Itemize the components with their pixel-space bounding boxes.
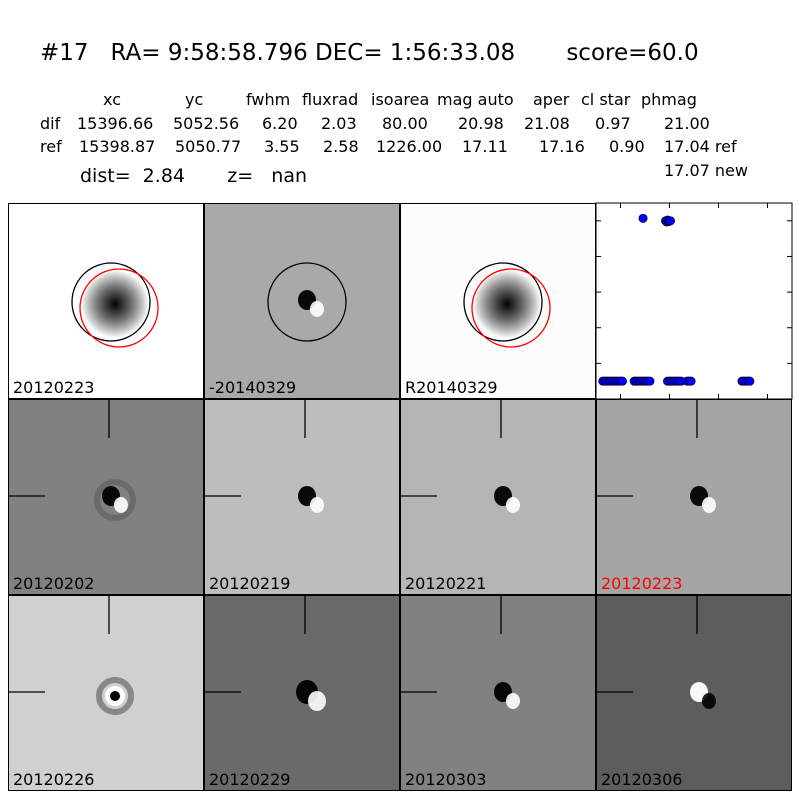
stamp-date-label: 20120223 [13,378,95,397]
stamp-panel: 20120202 [8,399,204,595]
plot-frame [595,202,793,400]
stamp-image [267,262,347,342]
aperture-circle-black [71,262,151,342]
ref-fluxrad: 2.58 [323,137,359,156]
stamp-image [463,262,551,348]
dist-line: dist= 2.84 z= nan [80,165,308,187]
dif-fluxrad: 2.03 [321,114,357,133]
stamp-date-label: R20140329 [405,378,498,397]
stamp-image [401,400,520,513]
ref-cl-star: 0.90 [609,137,645,156]
col-header-fwhm: fwhm [246,90,291,109]
data-point [665,216,675,226]
ref-aper: 17.16 [539,137,585,156]
stamp-panel: 20120219 [204,399,400,595]
row-label-dif: dif [40,114,61,133]
stamp-date-label: 20120221 [405,574,487,593]
stamp-date-label: 20120306 [601,770,683,789]
stamp-image [9,596,134,715]
dipole-positive [310,301,324,317]
stamp-image [9,400,136,521]
dipole-positive [506,693,520,709]
stamp-date-label: 20120223 [601,574,683,593]
dif-cl-star: 0.97 [595,114,631,133]
data-point [617,376,627,386]
dipole-positive [310,497,324,513]
stamp-grid: 212223242526-50050100 20120223 -20140329 R… [8,202,793,791]
data-point [745,376,755,386]
ref-fwhm: 3.55 [264,137,300,156]
col-header-mag-auto: mag auto [437,90,514,109]
dipole-positive [114,497,128,513]
dif-xc: 15396.66 [77,114,154,133]
stamp-panel: -20140329 [204,203,400,399]
aperture-circle-black [267,262,347,342]
ref-mag-auto: 17.11 [462,137,508,156]
aperture-circle-red [79,268,159,348]
dipole-positive [702,693,716,709]
star-ring [94,479,136,521]
page-title: #17 RA= 9:58:58.796 DEC= 1:56:33.08 scor… [40,40,699,66]
stamp-panel: 20120223 [8,203,204,399]
aperture-circle-red [471,268,551,348]
col-header-cl-star: cl star [581,90,631,109]
data-point [638,213,648,223]
aperture-circle-black [463,262,543,342]
data-point [686,376,696,386]
ref-isoarea: 1226.00 [376,137,443,156]
dif-phmag: 21.00 [664,114,710,133]
stamp-image [205,400,324,513]
stamp-date-label: -20140329 [209,378,297,397]
dif-isoarea: 80.00 [382,114,428,133]
col-header-aper: aper [533,90,570,109]
stamp-panel: 20120303 [400,595,596,791]
col-header-yc: yc [185,90,204,109]
dif-mag-auto: 20.98 [458,114,504,133]
star-source [473,270,541,338]
dif-aper: 21.08 [524,114,570,133]
stamp-image [71,262,159,348]
col-header-xc: xc [103,90,121,109]
stamp-date-label: 20120219 [209,574,291,593]
star-source [81,270,149,338]
stamp-panel: 20120306 [596,595,792,791]
dipole-positive [702,497,716,513]
new-phmag: 17.07 new [664,161,748,180]
dipole-positive [308,691,326,711]
star-core [110,691,120,701]
dif-yc: 5052.56 [173,114,240,133]
stamp-date-label: 20120303 [405,770,487,789]
dipole-positive [506,497,520,513]
stamp-date-label: 20120202 [13,574,95,593]
stamp-image [401,596,520,709]
stamp-panel: R20140329 [400,203,596,399]
data-point [645,376,655,386]
stamp-image [205,596,326,711]
magnitude-scatter-plot: 212223242526-50050100 [570,202,793,419]
stamp-panel: 20120226 [8,595,204,791]
stamp-panel: 20120221 [400,399,596,595]
stamp-date-label: 20120226 [13,770,95,789]
dif-fwhm: 6.20 [262,114,298,133]
stamp-image [597,400,716,513]
stamp-image [597,596,716,709]
col-header-fluxrad: fluxrad [302,90,359,109]
ref-phmag: 17.04 ref [664,137,737,156]
ref-yc: 5050.77 [175,137,242,156]
star-ring [96,677,134,715]
stamp-panel: 20120229 [204,595,400,791]
stamp-panel: 20120223 [596,399,792,595]
ref-xc: 15398.87 [79,137,156,156]
col-header-phmag: phmag [641,90,697,109]
row-label-ref: ref [40,137,62,156]
scatter-svg: 212223242526-50050100 [570,202,793,419]
col-header-isoarea: isoarea [371,90,430,109]
stamp-date-label: 20120229 [209,770,291,789]
